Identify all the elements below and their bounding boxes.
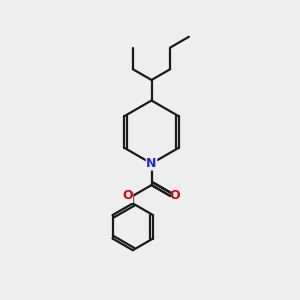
Text: O: O	[169, 189, 180, 203]
Text: O: O	[122, 189, 133, 203]
Text: N: N	[146, 157, 157, 170]
